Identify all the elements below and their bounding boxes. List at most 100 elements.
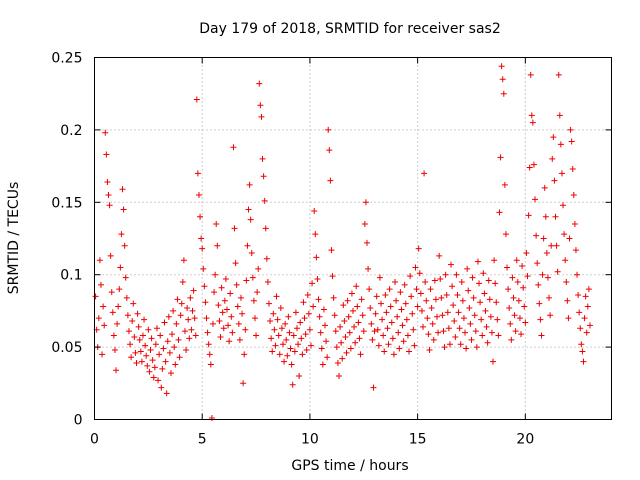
- data-point: [571, 221, 578, 228]
- data-point: [570, 192, 577, 199]
- data-point: [311, 207, 318, 214]
- data-point: [115, 303, 122, 310]
- data-point: [320, 306, 327, 313]
- data-point: [353, 283, 360, 290]
- data-point: [106, 202, 113, 209]
- data-point: [215, 302, 222, 309]
- data-point: [299, 351, 306, 358]
- data-point: [525, 212, 532, 219]
- data-point: [191, 315, 198, 322]
- data-point: [441, 344, 448, 351]
- data-point: [313, 254, 320, 261]
- data-point: [426, 346, 433, 353]
- data-point: [239, 310, 246, 317]
- data-point: [567, 126, 574, 133]
- data-point: [564, 297, 571, 304]
- data-point: [434, 313, 441, 320]
- data-point: [586, 322, 593, 329]
- data-point: [451, 318, 458, 325]
- data-point: [502, 231, 509, 238]
- data-point: [315, 296, 322, 303]
- data-point: [113, 367, 120, 374]
- data-point: [229, 329, 236, 336]
- data-point: [403, 316, 410, 323]
- data-point: [310, 303, 317, 310]
- data-point: [549, 155, 556, 162]
- data-point: [190, 287, 197, 294]
- data-point: [528, 112, 535, 119]
- data-point: [512, 328, 519, 335]
- data-point: [99, 351, 106, 358]
- data-point: [454, 291, 461, 298]
- data-point: [584, 303, 591, 310]
- data-point: [458, 278, 465, 285]
- x-tick-label: 20: [516, 432, 534, 448]
- data-point: [109, 309, 116, 316]
- data-point: [563, 278, 570, 285]
- data-point: [526, 164, 533, 171]
- data-point: [554, 268, 561, 275]
- data-point: [350, 307, 356, 314]
- data-point: [186, 335, 193, 342]
- data-point: [457, 341, 464, 348]
- data-point: [408, 293, 415, 300]
- data-point: [388, 319, 395, 326]
- data-point: [137, 348, 144, 355]
- data-point: [339, 355, 346, 362]
- data-point: [290, 332, 297, 339]
- data-point: [159, 365, 166, 372]
- data-point: [309, 280, 316, 287]
- data-point: [328, 247, 335, 254]
- data-point: [173, 320, 180, 327]
- data-point: [387, 303, 394, 310]
- data-point: [302, 331, 309, 338]
- data-point: [231, 225, 238, 232]
- data-point: [474, 258, 481, 265]
- data-point: [443, 291, 450, 298]
- data-point: [404, 332, 411, 339]
- data-point: [259, 155, 266, 162]
- data-point: [585, 286, 592, 293]
- data-point: [380, 332, 387, 339]
- data-point: [260, 173, 267, 180]
- data-point: [117, 264, 124, 271]
- data-point: [529, 119, 536, 126]
- data-point: [139, 332, 146, 339]
- data-point: [156, 351, 163, 358]
- data-point: [530, 161, 537, 168]
- data-point: [258, 113, 265, 120]
- data-point: [268, 335, 275, 342]
- data-point: [167, 370, 174, 377]
- data-point: [543, 249, 550, 256]
- data-point: [286, 329, 293, 336]
- data-point: [466, 305, 473, 312]
- data-point: [516, 315, 523, 322]
- data-point: [262, 225, 269, 232]
- data-point: [413, 286, 420, 293]
- data-point: [423, 297, 430, 304]
- data-point: [490, 358, 497, 365]
- data-point: [203, 315, 210, 322]
- data-point: [114, 320, 121, 327]
- data-point: [394, 313, 401, 320]
- x-tick-labels: 0 5 10 15 20: [90, 432, 534, 448]
- data-point: [432, 296, 439, 303]
- data-point: [566, 235, 573, 242]
- data-point: [510, 294, 517, 301]
- data-point: [176, 354, 183, 361]
- data-point: [527, 71, 534, 78]
- data-point: [220, 325, 227, 332]
- data-point: [247, 216, 254, 223]
- y-tick-labels: 0 0.05 0.1 0.15 0.2 0.25: [51, 51, 82, 429]
- data-point: [279, 341, 286, 348]
- data-point: [558, 170, 565, 177]
- data-point: [412, 264, 419, 271]
- data-point: [205, 341, 212, 348]
- data-point: [421, 170, 428, 177]
- data-point: [396, 345, 403, 352]
- data-point: [316, 313, 323, 320]
- data-point: [576, 309, 583, 316]
- data-point: [456, 325, 463, 332]
- data-point: [161, 319, 168, 326]
- data-point: [455, 309, 462, 316]
